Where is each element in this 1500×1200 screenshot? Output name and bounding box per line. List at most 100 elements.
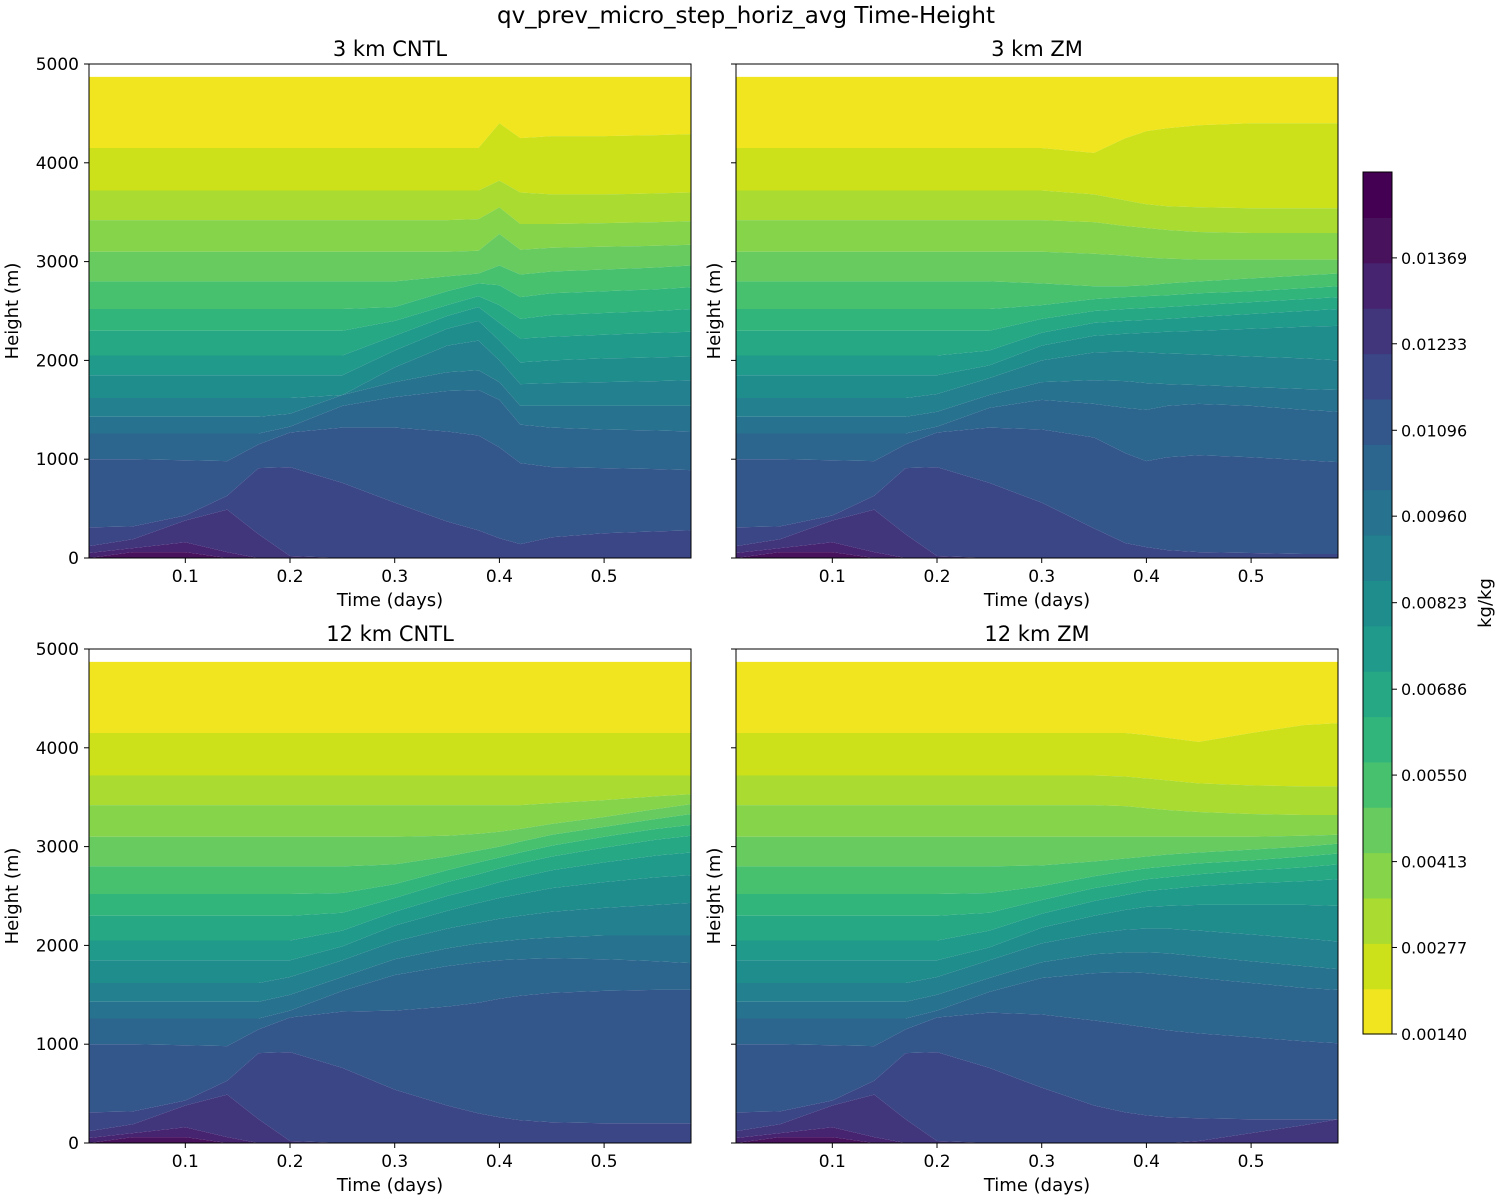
plot-frame [88,63,692,559]
contour-band [89,852,691,961]
contour-band [736,76,1338,153]
y-tick-label: 3000 [36,838,79,858]
y-axis-label: Height (m) [704,263,725,360]
x-tick-label: 0.1 [819,567,846,587]
colorbar-segment [1363,716,1392,763]
x-tick-label: 0.1 [172,567,199,587]
contour-band [736,853,1338,916]
x-tick-label: 0.3 [381,1152,408,1172]
contour-band [736,879,1338,961]
contour-band [736,399,1338,463]
contour-band [89,935,691,1019]
x-tick-label: 0.3 [381,567,408,587]
colorbar-segment [1363,580,1392,627]
x-tick-label: 0.5 [1238,567,1265,587]
contour-band [736,1137,1338,1143]
x-tick-label: 0.4 [486,567,513,587]
x-tick-label: 0.5 [591,1152,618,1172]
colorbar-segment [1363,988,1392,1035]
contour-band [89,467,691,558]
y-tick-label: 5000 [36,55,79,75]
contour-band [736,661,1338,742]
colorbar-segment [1363,217,1392,264]
panel-title: 3 km CNTL [333,37,448,61]
contour-band [89,283,691,331]
contour-band [89,1127,691,1143]
contour-band [736,297,1338,356]
contour-band [89,180,691,225]
y-tick-label: 1000 [36,450,79,470]
colorbar-tick-label: 0.00823 [1401,594,1467,613]
colorbar-tick-label: 0.00550 [1401,766,1467,785]
contour-band [736,834,1338,867]
colorbar-tick-label: 0.00413 [1401,853,1467,872]
x-tick-label: 0.3 [1028,1152,1055,1172]
x-tick-label: 0.4 [1133,567,1160,587]
contour-band [89,123,691,195]
colorbar-tick-label: 0.01233 [1401,335,1467,354]
contour-band [89,958,691,1047]
contour-band [89,265,691,310]
contour-band [736,1127,1338,1143]
contour-band [89,390,691,471]
contour-band [89,542,691,558]
contour-band [736,220,1338,260]
colorbar-segment [1363,897,1392,944]
y-tick-label: 0 [68,1134,79,1154]
colorbar-segment [1363,625,1392,672]
y-axis-label: Height (m) [704,848,725,945]
plot-frame [735,63,1339,559]
x-tick-label: 0.3 [1028,567,1055,587]
plot-frame [88,648,692,1144]
x-axis-label: Time (days) [983,590,1090,611]
panel-title: 12 km ZM [984,622,1089,646]
contour-band [89,296,691,356]
contour-band [736,952,1338,1019]
x-axis-label: Time (days) [336,590,443,611]
x-axis-label: Time (days) [983,1175,1090,1196]
panel-title: 12 km CNTL [326,622,454,646]
colorbar-segment [1363,489,1392,536]
contour-band [89,775,691,806]
contour-band [736,904,1338,983]
y-tick-label: 3000 [36,253,79,273]
figure-suptitle: qv_prev_micro_step_horiz_avg Time-Height [497,3,995,29]
contour-band [736,864,1338,941]
contour-band [736,1052,1338,1143]
colorbar: 0.00140 0.00277 0.00413 0.00550 0.00686 0.008… [1362,171,1496,1044]
contour-band [736,552,1338,558]
contour-band [736,351,1338,417]
contour-band [736,928,1338,1002]
x-tick-label: 0.5 [1238,1152,1265,1172]
y-tick-label: 2000 [36,351,79,371]
x-tick-label: 0.2 [276,567,303,587]
contour-band [736,467,1338,558]
contour-band [89,307,691,376]
contour-band [89,320,691,398]
x-tick-label: 0.2 [923,1152,950,1172]
colorbar-segment [1363,807,1392,854]
colorbar-segment [1363,308,1392,355]
x-tick-label: 0.2 [276,1152,303,1172]
x-tick-label: 0.1 [819,1152,846,1172]
colorbar-tick-label: 0.01369 [1401,249,1467,268]
contour-band [89,207,691,252]
contour-band [736,273,1338,310]
contour-band [89,804,691,867]
panel-3: 12 km CNTL 0.1 0.2 0.3 0.4 0.5 Time (days) 0 100… [2,622,692,1196]
y-tick-label: 0 [68,549,79,569]
y-tick-label: 5000 [36,640,79,660]
y-axis-label: Height (m) [2,263,23,360]
contour-band [736,723,1338,787]
contour-band [89,732,691,776]
colorbar-tick-label: 0.00960 [1401,507,1467,526]
contour-band [89,902,691,1002]
contour-band [736,1094,1338,1143]
contour-band [89,340,691,417]
panel-title: 3 km ZM [991,37,1083,61]
panel-4: 12 km ZM 0.1 0.2 0.3 0.4 0.5 Time (days) Height… [704,622,1339,1196]
contour-band [89,427,691,545]
colorbar-tick-label: 0.00277 [1401,938,1467,957]
contour-band [89,76,691,148]
